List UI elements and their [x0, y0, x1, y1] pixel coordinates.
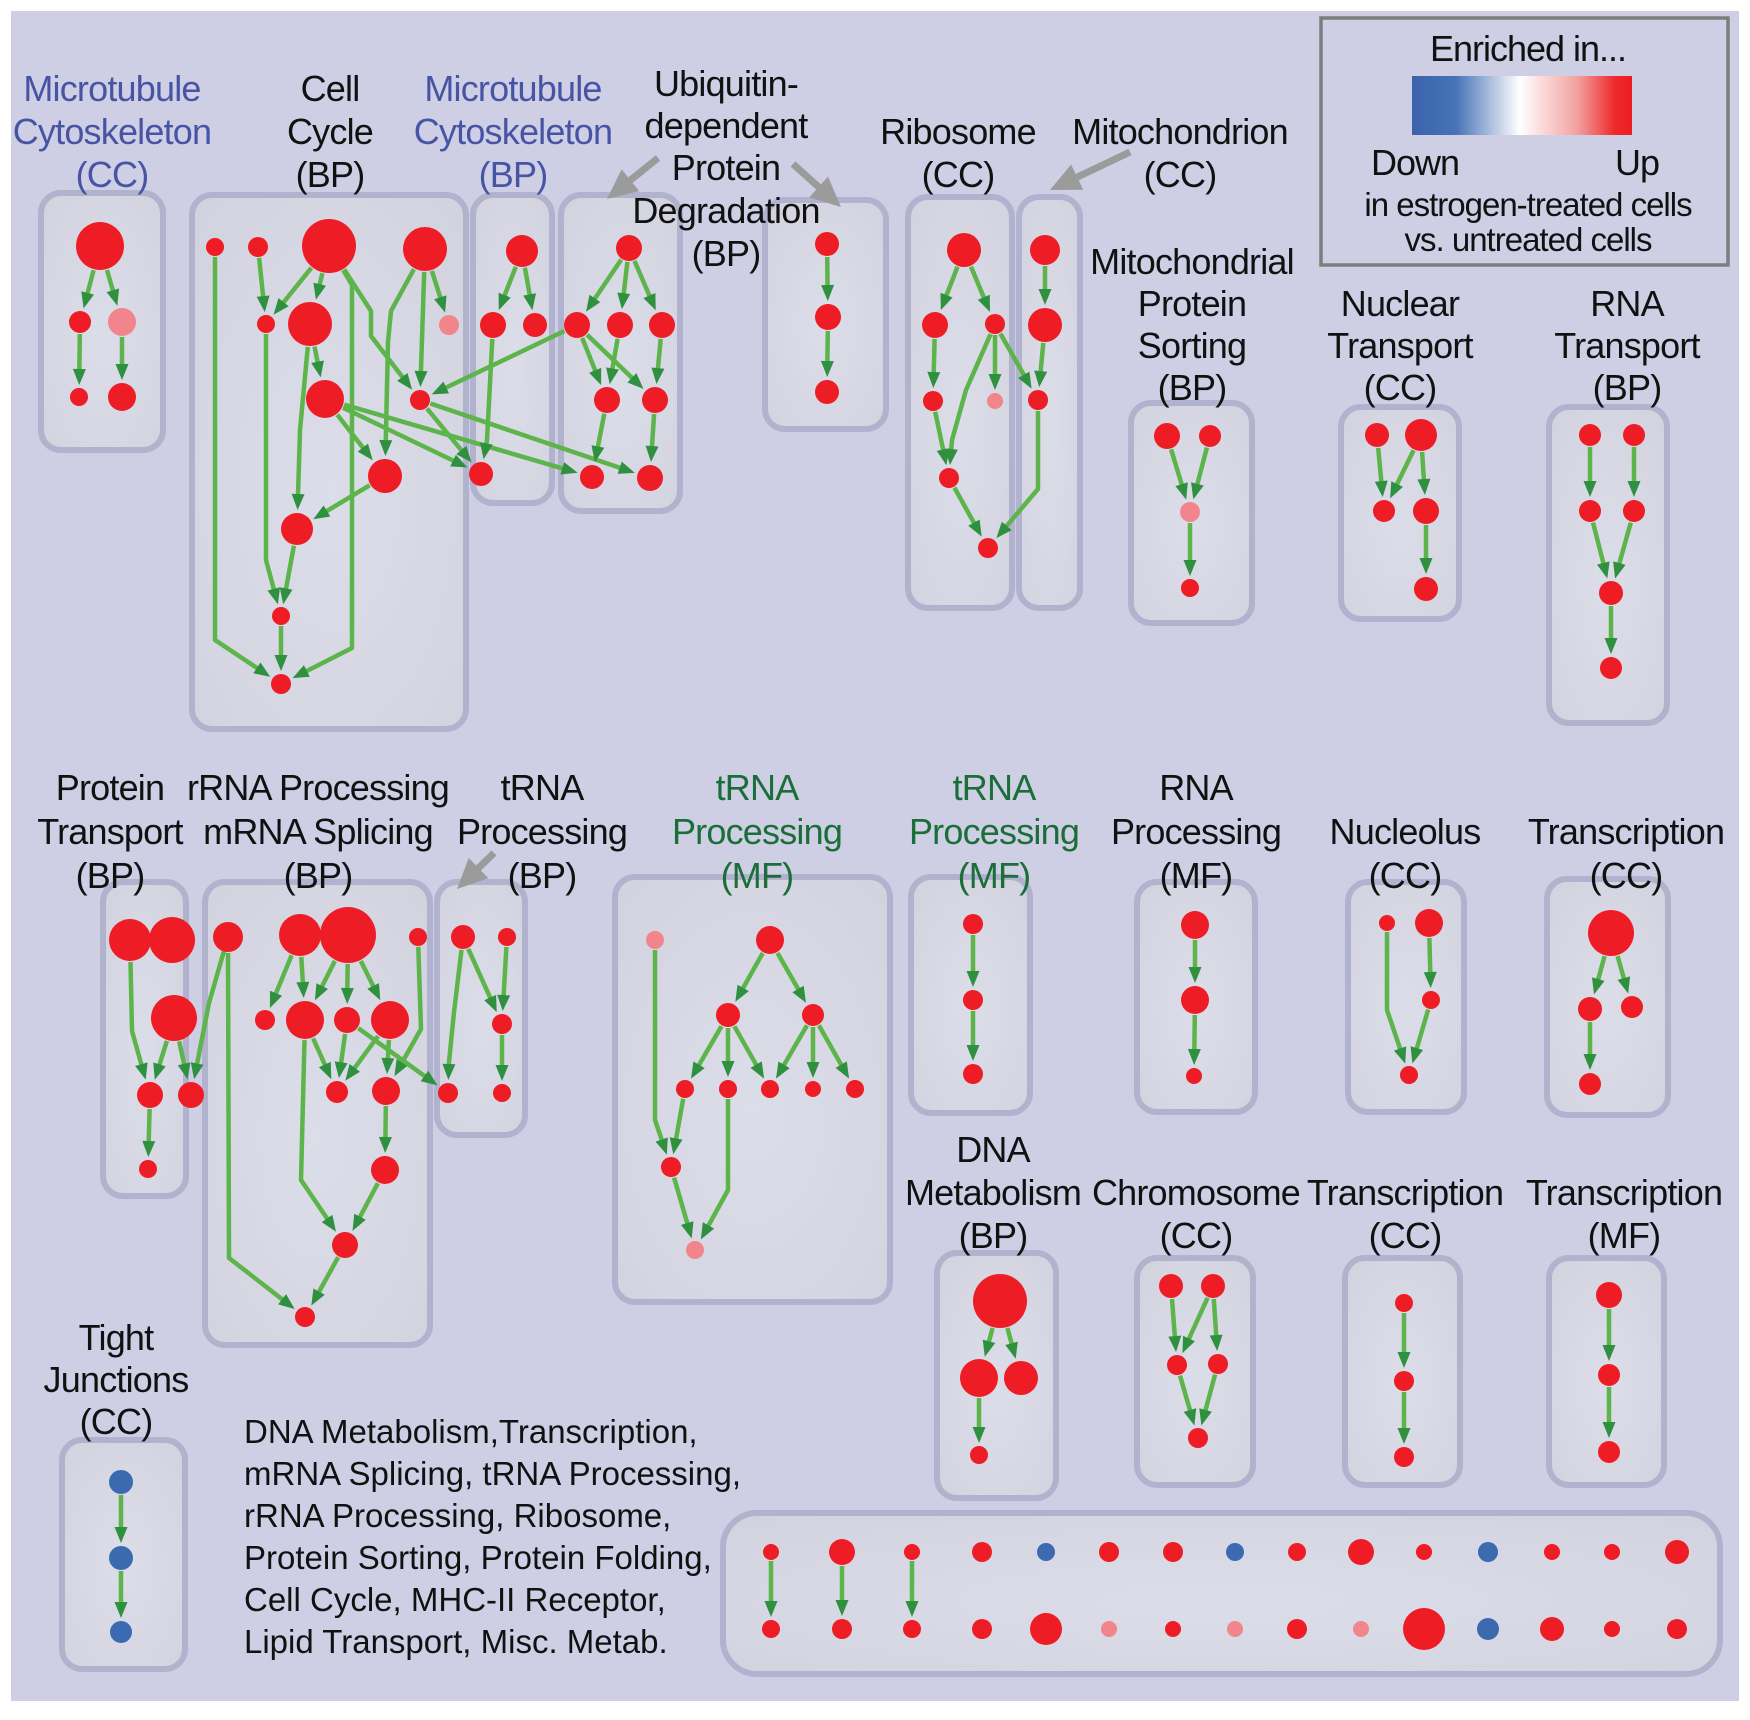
- svg-text:(CC): (CC): [1369, 855, 1442, 896]
- svg-text:Up: Up: [1615, 142, 1659, 183]
- svg-text:Protein: Protein: [672, 147, 780, 188]
- svg-text:(CC): (CC): [1369, 1215, 1442, 1256]
- svg-text:(BP): (BP): [1158, 367, 1227, 408]
- svg-text:Sorting: Sorting: [1138, 325, 1246, 366]
- svg-text:Junctions: Junctions: [44, 1359, 189, 1400]
- svg-text:Lipid Transport, Misc. Metab.: Lipid Transport, Misc. Metab.: [244, 1623, 668, 1660]
- svg-text:Processing: Processing: [909, 811, 1079, 852]
- svg-text:Transcription: Transcription: [1526, 1172, 1722, 1213]
- svg-text:tRNA: tRNA: [716, 767, 800, 808]
- svg-text:Metabolism: Metabolism: [905, 1172, 1081, 1213]
- svg-text:(CC): (CC): [1364, 367, 1437, 408]
- svg-text:Processing: Processing: [457, 811, 627, 852]
- svg-text:Mitochondrial: Mitochondrial: [1090, 241, 1294, 282]
- svg-text:(MF): (MF): [1588, 1215, 1661, 1256]
- svg-text:Chromosome: Chromosome: [1092, 1172, 1300, 1213]
- svg-text:(CC): (CC): [1590, 855, 1663, 896]
- svg-text:Transcription: Transcription: [1307, 1172, 1503, 1213]
- svg-text:Cytoskeleton: Cytoskeleton: [414, 111, 613, 152]
- svg-text:Degradation: Degradation: [632, 190, 819, 231]
- svg-text:Cycle: Cycle: [287, 111, 373, 152]
- svg-text:Cell Cycle, MHC-II Receptor,: Cell Cycle, MHC-II Receptor,: [244, 1581, 666, 1618]
- svg-text:Protein Sorting, Protein Foldi: Protein Sorting, Protein Folding,: [244, 1539, 712, 1576]
- svg-text:mRNA Splicing, tRNA Processing: mRNA Splicing, tRNA Processing,: [244, 1455, 741, 1492]
- svg-text:rRNA Processing: rRNA Processing: [187, 767, 449, 808]
- svg-text:DNA: DNA: [956, 1129, 1030, 1170]
- svg-text:Protein: Protein: [1138, 283, 1246, 324]
- svg-text:Microtubule: Microtubule: [424, 68, 601, 109]
- svg-text:in estrogen-treated cells: in estrogen-treated cells: [1364, 186, 1692, 223]
- svg-text:RNA: RNA: [1590, 283, 1664, 324]
- svg-text:Cytoskeleton: Cytoskeleton: [13, 111, 212, 152]
- svg-text:(MF): (MF): [1160, 855, 1233, 896]
- svg-text:(BP): (BP): [284, 855, 353, 896]
- svg-text:RNA: RNA: [1159, 767, 1233, 808]
- svg-text:Transport: Transport: [1554, 325, 1700, 366]
- svg-text:Microtubule: Microtubule: [23, 68, 200, 109]
- svg-text:Protein: Protein: [56, 767, 164, 808]
- svg-text:(CC): (CC): [1144, 154, 1217, 195]
- svg-text:Processing: Processing: [1111, 811, 1281, 852]
- svg-text:(BP): (BP): [692, 233, 761, 274]
- svg-text:Down: Down: [1371, 142, 1459, 183]
- svg-text:Tight: Tight: [79, 1317, 154, 1358]
- svg-text:(BP): (BP): [76, 855, 145, 896]
- svg-text:Transport: Transport: [1327, 325, 1473, 366]
- svg-text:Transcription: Transcription: [1528, 811, 1724, 852]
- svg-text:DNA Metabolism,Transcription,: DNA Metabolism,Transcription,: [244, 1413, 698, 1450]
- svg-text:(BP): (BP): [479, 154, 548, 195]
- svg-text:Ubiquitin-: Ubiquitin-: [654, 63, 798, 104]
- svg-text:(BP): (BP): [959, 1215, 1028, 1256]
- svg-text:(MF): (MF): [721, 855, 794, 896]
- svg-text:Transport: Transport: [37, 811, 183, 852]
- svg-text:Cell: Cell: [301, 68, 360, 109]
- svg-text:(MF): (MF): [958, 855, 1031, 896]
- svg-text:(CC): (CC): [922, 154, 995, 195]
- svg-text:(BP): (BP): [1593, 367, 1662, 408]
- svg-text:Mitochondrion: Mitochondrion: [1072, 111, 1288, 152]
- svg-text:(BP): (BP): [508, 855, 577, 896]
- svg-text:tRNA: tRNA: [501, 767, 585, 808]
- svg-text:dependent: dependent: [645, 105, 809, 146]
- svg-text:(CC): (CC): [80, 1401, 153, 1442]
- svg-text:Nucleolus: Nucleolus: [1330, 811, 1481, 852]
- svg-text:mRNA Splicing: mRNA Splicing: [203, 811, 433, 852]
- svg-text:(CC): (CC): [1160, 1215, 1233, 1256]
- svg-text:Nuclear: Nuclear: [1341, 283, 1460, 324]
- svg-text:Processing: Processing: [672, 811, 842, 852]
- svg-text:Enriched in...: Enriched in...: [1430, 28, 1626, 69]
- svg-text:rRNA Processing, Ribosome,: rRNA Processing, Ribosome,: [244, 1497, 671, 1534]
- svg-text:vs. untreated cells: vs. untreated cells: [1405, 221, 1652, 258]
- svg-text:Ribosome: Ribosome: [880, 111, 1036, 152]
- svg-text:tRNA: tRNA: [953, 767, 1037, 808]
- svg-text:(BP): (BP): [296, 154, 365, 195]
- svg-text:(CC): (CC): [76, 154, 149, 195]
